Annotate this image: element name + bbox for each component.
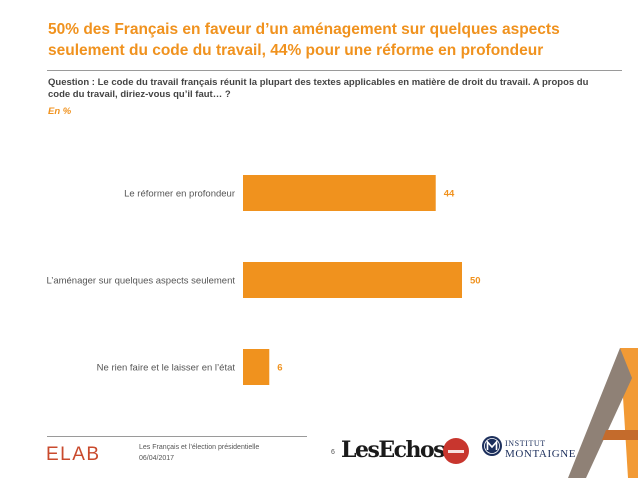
page-number: 6 [331,449,335,456]
partner-circle-logo [443,438,469,464]
elabe-logo-text: ELABE [46,444,102,464]
value-label-1: 44 [444,189,455,200]
unit-label: En % [48,106,72,117]
category-label-1: Le réformer en profondeur [124,189,235,200]
elabe-logo: ELABE [46,444,102,464]
value-label-3: 6 [277,363,282,374]
bar-3 [243,349,270,385]
header-divider [47,70,622,71]
footer-divider [47,436,307,437]
survey-question: Question : Le code du travail français r… [48,77,589,100]
survey-name: Les Français et l’élection présidentiell… [139,444,260,451]
category-label-2: L’aménager sur quelques aspects seulemen… [46,276,235,287]
les-echos-logo: LesEchos [341,437,446,463]
montaigne-line1: INSTITUT [505,439,546,448]
survey-date: 06/04/2017 [139,455,175,462]
institut-montaigne-logo: INSTITUT MONTAIGNE [505,438,576,460]
decorative-a-shape [568,348,638,478]
value-label-2: 50 [470,276,481,287]
bar-2 [243,262,462,298]
category-label-3: Ne rien faire et le laisser en l’état [97,363,236,374]
montaigne-line2: MONTAIGNE [505,448,577,460]
bar-1 [243,175,436,211]
page-title: 50% des Français en faveur d’un aménagem… [48,21,560,59]
bar-chart: Le réformer en profondeur 44 L’aménager su… [46,175,481,385]
montaigne-emblem-icon [482,436,502,456]
